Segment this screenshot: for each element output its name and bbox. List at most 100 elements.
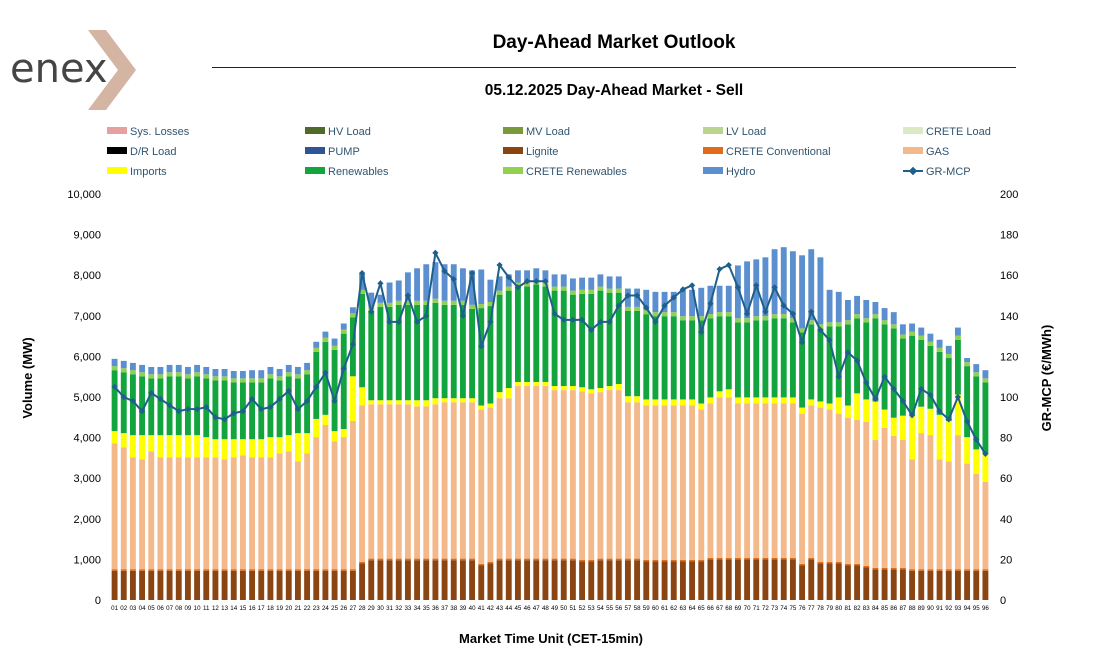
bar-segment bbox=[404, 300, 411, 305]
bar-segment bbox=[469, 308, 476, 399]
gr-mcp-point bbox=[743, 310, 751, 317]
bar-segment bbox=[634, 306, 641, 311]
legend-label-5: D/R Load bbox=[130, 146, 176, 158]
gr-mcp-point bbox=[459, 312, 467, 319]
legend-label-6: PUMP bbox=[328, 146, 360, 158]
bar-segment bbox=[716, 559, 723, 600]
bar-segment bbox=[194, 570, 201, 600]
bar-segment bbox=[368, 404, 375, 559]
bar-segment bbox=[973, 376, 980, 450]
x-tick-label: 85 bbox=[881, 605, 888, 612]
x-tick-label: 71 bbox=[753, 605, 760, 612]
bar-segment bbox=[386, 558, 393, 561]
bar-segment bbox=[716, 391, 723, 398]
bar-segment bbox=[313, 418, 320, 438]
gr-mcp-point bbox=[908, 412, 916, 419]
bar-segment bbox=[808, 405, 815, 558]
bar-segment bbox=[945, 569, 952, 571]
bar-segment bbox=[670, 561, 677, 600]
bar-segment bbox=[377, 404, 384, 559]
bar-segment bbox=[964, 569, 971, 571]
bar-segment bbox=[313, 341, 320, 348]
bar-segment bbox=[551, 286, 558, 291]
bar-segment bbox=[414, 400, 421, 407]
legend-label-4: CRETE Load bbox=[926, 126, 991, 138]
bar-segment bbox=[762, 316, 769, 321]
bar-segment bbox=[734, 322, 741, 398]
bar-segment bbox=[808, 559, 815, 600]
x-tick-label: 06 bbox=[157, 605, 164, 612]
bar-segment bbox=[331, 569, 338, 571]
bar-segment bbox=[872, 302, 879, 315]
bar-segment bbox=[514, 286, 521, 382]
bar-segment bbox=[304, 570, 311, 600]
x-tick-label: 84 bbox=[872, 605, 879, 612]
x-tick-label: 29 bbox=[368, 605, 375, 612]
bar-segment bbox=[624, 306, 631, 311]
bar-segment bbox=[606, 288, 613, 293]
bar-segment bbox=[863, 565, 870, 568]
y-tick-label: 5,000 bbox=[73, 392, 101, 404]
bar-segment bbox=[689, 316, 696, 321]
bar-segment bbox=[395, 560, 402, 600]
bar-segment bbox=[487, 306, 494, 404]
bar-segment bbox=[377, 560, 384, 600]
bar-segment bbox=[514, 560, 521, 600]
gr-mcp-point bbox=[468, 270, 476, 277]
gr-mcp-point bbox=[688, 282, 696, 289]
bar-segment bbox=[450, 402, 457, 559]
legend-swatch-10 bbox=[107, 167, 127, 174]
bar-segment bbox=[982, 453, 989, 482]
bar-segment bbox=[890, 312, 897, 325]
bar-segment bbox=[377, 558, 384, 561]
bar-segment bbox=[258, 569, 265, 571]
bar-segment bbox=[258, 370, 265, 379]
gr-mcp-point bbox=[982, 450, 989, 457]
bar-segment bbox=[982, 570, 989, 600]
bar-segment bbox=[175, 457, 182, 570]
bar-segment bbox=[954, 327, 961, 336]
bar-segment bbox=[698, 409, 705, 560]
bar-segment bbox=[203, 570, 210, 600]
gr-mcp-point bbox=[716, 265, 723, 273]
bar-segment bbox=[331, 570, 338, 600]
bar-segment bbox=[386, 302, 393, 307]
bar-segment bbox=[753, 316, 760, 321]
y-tick-label: 9,000 bbox=[73, 230, 101, 242]
bar-segment bbox=[881, 427, 888, 568]
bar-segment bbox=[634, 558, 641, 561]
x-tick-label: 08 bbox=[175, 605, 182, 612]
bar-segment bbox=[212, 457, 219, 570]
bar-segment bbox=[111, 370, 118, 432]
bar-segment bbox=[936, 339, 943, 348]
bar-segment bbox=[120, 433, 127, 448]
bar-segment bbox=[111, 366, 118, 371]
x-axis: 01 02 03 04 05 06 07 08 09 10 11 12 13 14 15 16 17 18 19 20… bbox=[111, 605, 989, 612]
bar-segment bbox=[111, 443, 118, 570]
bar-segment bbox=[514, 381, 521, 387]
bar-segment bbox=[377, 306, 384, 401]
x-tick-label: 27 bbox=[349, 605, 356, 612]
bar-segment bbox=[322, 337, 329, 342]
bar-segment bbox=[725, 559, 732, 600]
bar-segment bbox=[964, 362, 971, 367]
bar-segment bbox=[139, 364, 146, 373]
bar-segment bbox=[615, 560, 622, 600]
bar-segment bbox=[111, 570, 118, 600]
y2-tick-label: 160 bbox=[1000, 270, 1018, 282]
bar-segment bbox=[881, 324, 888, 410]
x-tick-label: 54 bbox=[597, 605, 604, 612]
bar-segment bbox=[395, 300, 402, 305]
x-tick-label: 21 bbox=[294, 605, 301, 612]
bar-segment bbox=[679, 561, 686, 600]
bar-segment bbox=[542, 270, 549, 283]
bar-segment bbox=[661, 559, 668, 562]
bar-segment bbox=[542, 558, 549, 561]
bar-segment bbox=[954, 569, 961, 571]
bar-segment bbox=[890, 324, 897, 329]
bar-segment bbox=[322, 341, 329, 415]
x-tick-label: 16 bbox=[249, 605, 256, 612]
bar-segment bbox=[340, 429, 347, 438]
x-tick-label: 59 bbox=[643, 605, 650, 612]
bar-segment bbox=[194, 364, 201, 373]
